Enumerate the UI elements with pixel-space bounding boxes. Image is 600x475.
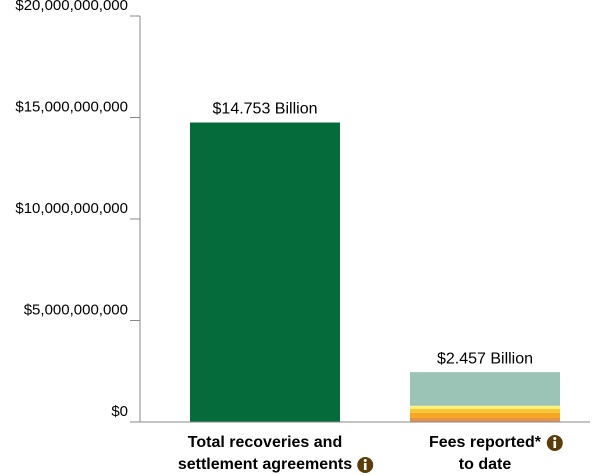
bar-segment <box>190 122 340 422</box>
info-icon-i <box>553 441 557 448</box>
y-tick-label: $10,000,000,000 <box>15 200 128 217</box>
category-label: Fees reported* <box>429 434 542 451</box>
y-tick-label: $20,000,000,000 <box>15 0 128 14</box>
total-label: $14.753 Billion <box>213 101 318 118</box>
bar-segment <box>410 405 560 409</box>
bar-segment <box>410 408 560 413</box>
y-tick-label: $0 <box>111 403 128 420</box>
info-icon-dot <box>553 437 557 440</box>
y-tick-label: $5,000,000,000 <box>24 301 128 318</box>
category-label: to date <box>459 456 512 473</box>
category-label: Total recoveries and <box>188 434 342 451</box>
bar-segment <box>410 412 560 418</box>
bar-segment <box>410 372 560 406</box>
info-icon-dot <box>363 459 367 462</box>
y-tick-label: $15,000,000,000 <box>15 98 128 115</box>
category-label: settlement agreements <box>178 456 352 473</box>
total-label: $2.457 Billion <box>437 350 533 367</box>
info-icon-i <box>363 463 367 470</box>
bar-segment <box>410 417 560 422</box>
